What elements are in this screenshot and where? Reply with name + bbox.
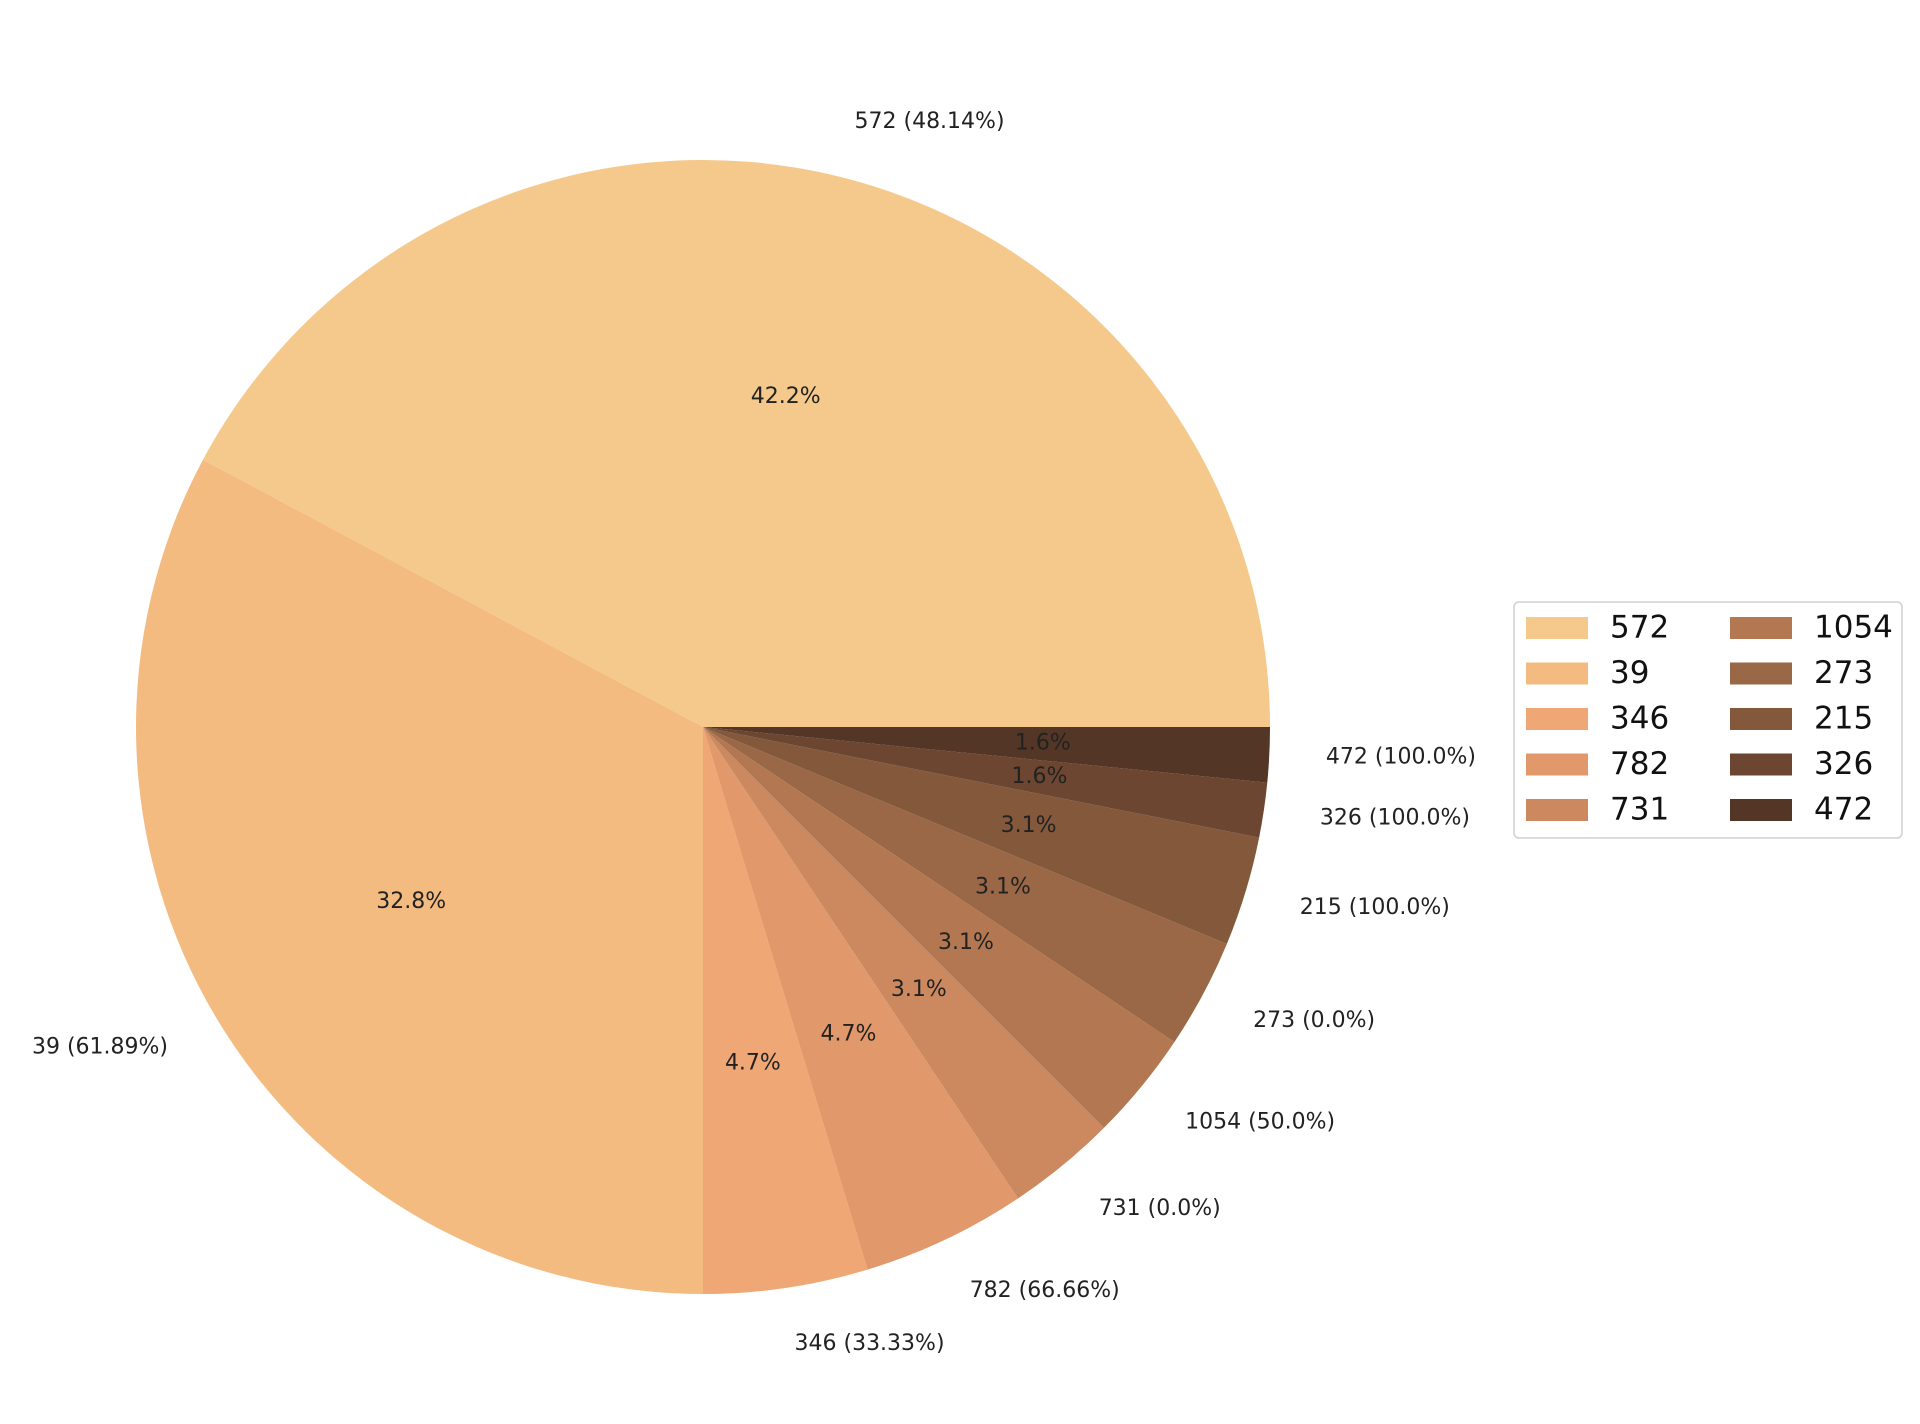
legend-swatch-326 [1730, 753, 1792, 776]
legend-swatch-1054 [1730, 617, 1792, 639]
legend-label-472: 472 [1814, 792, 1873, 828]
percent-label-1054: 3.1% [938, 930, 994, 955]
pie-slice-782 [703, 727, 1019, 1270]
pie-slice-273 [703, 727, 1227, 1043]
outer-label-39: 39 (61.89%) [32, 1035, 168, 1060]
legend-swatch-472 [1730, 799, 1792, 821]
legend-label-782: 782 [1610, 746, 1669, 782]
outer-label-782: 782 (66.66%) [970, 1278, 1120, 1303]
outer-label-731: 731 (0.0%) [1099, 1196, 1221, 1221]
pie-slice-346 [703, 727, 868, 1294]
pie-slice-326 [703, 727, 1268, 838]
outer-label-572: 572 (48.14%) [855, 109, 1005, 134]
legend-swatch-782 [1526, 753, 1588, 776]
pie-slice-39 [136, 459, 704, 1295]
percent-label-39: 32.8% [376, 889, 446, 914]
pie-slice-472 [703, 727, 1270, 783]
legend-label-1054: 1054 [1814, 610, 1893, 646]
percent-label-782: 4.7% [821, 1022, 877, 1047]
slices-layer [136, 160, 1271, 1295]
legend-label-572: 572 [1610, 610, 1669, 646]
percent-labels-layer: 42.2% 32.8% 4.7% 4.7% 3.1% 3.1% 3.1% 3.1% 1.6% 1.… [376, 384, 1070, 1076]
outer-label-326: 326 (100.0%) [1320, 806, 1470, 831]
percent-label-731: 3.1% [891, 977, 947, 1002]
pie-slice-572 [202, 160, 1271, 728]
outer-label-1054: 1054 (50.0%) [1185, 1110, 1335, 1135]
percent-label-215: 3.1% [1001, 813, 1057, 838]
legend: 572 39 346 782 731 1054 273 215 326 472 [1513, 601, 1903, 839]
legend-label-39: 39 [1610, 655, 1649, 691]
legend-label-346: 346 [1610, 701, 1669, 737]
percent-label-273: 3.1% [975, 874, 1031, 899]
legend-swatch-39 [1526, 662, 1588, 685]
outer-label-472: 472 (100.0%) [1326, 745, 1476, 770]
pie-slice-1054 [703, 727, 1175, 1128]
outer-label-273: 273 (0.0%) [1253, 1008, 1375, 1033]
outer-label-346: 346 (33.33%) [795, 1331, 945, 1356]
percent-label-326: 1.6% [1012, 764, 1068, 789]
legend-swatch-215 [1730, 708, 1792, 730]
percent-label-346: 4.7% [725, 1051, 781, 1076]
legend-frame [1513, 601, 1903, 839]
legend-swatch-346 [1526, 708, 1588, 730]
percent-label-572: 42.2% [751, 384, 821, 409]
pie-slice-215 [703, 727, 1260, 944]
legend-swatch-731 [1526, 799, 1588, 821]
legend-label-273: 273 [1814, 655, 1873, 691]
legend-label-731: 731 [1610, 792, 1669, 828]
outer-label-215: 215 (100.0%) [1300, 895, 1450, 920]
legend-swatch-273 [1730, 662, 1792, 685]
legend-swatch-572 [1526, 617, 1588, 639]
pie-slice-731 [703, 727, 1104, 1199]
percent-label-472: 1.6% [1015, 731, 1071, 756]
legend-label-326: 326 [1814, 746, 1873, 782]
legend-label-215: 215 [1814, 701, 1873, 737]
outer-labels-layer: 572 (48.14%) 39 (61.89%) 346 (33.33%) 782 (… [32, 109, 1476, 1356]
